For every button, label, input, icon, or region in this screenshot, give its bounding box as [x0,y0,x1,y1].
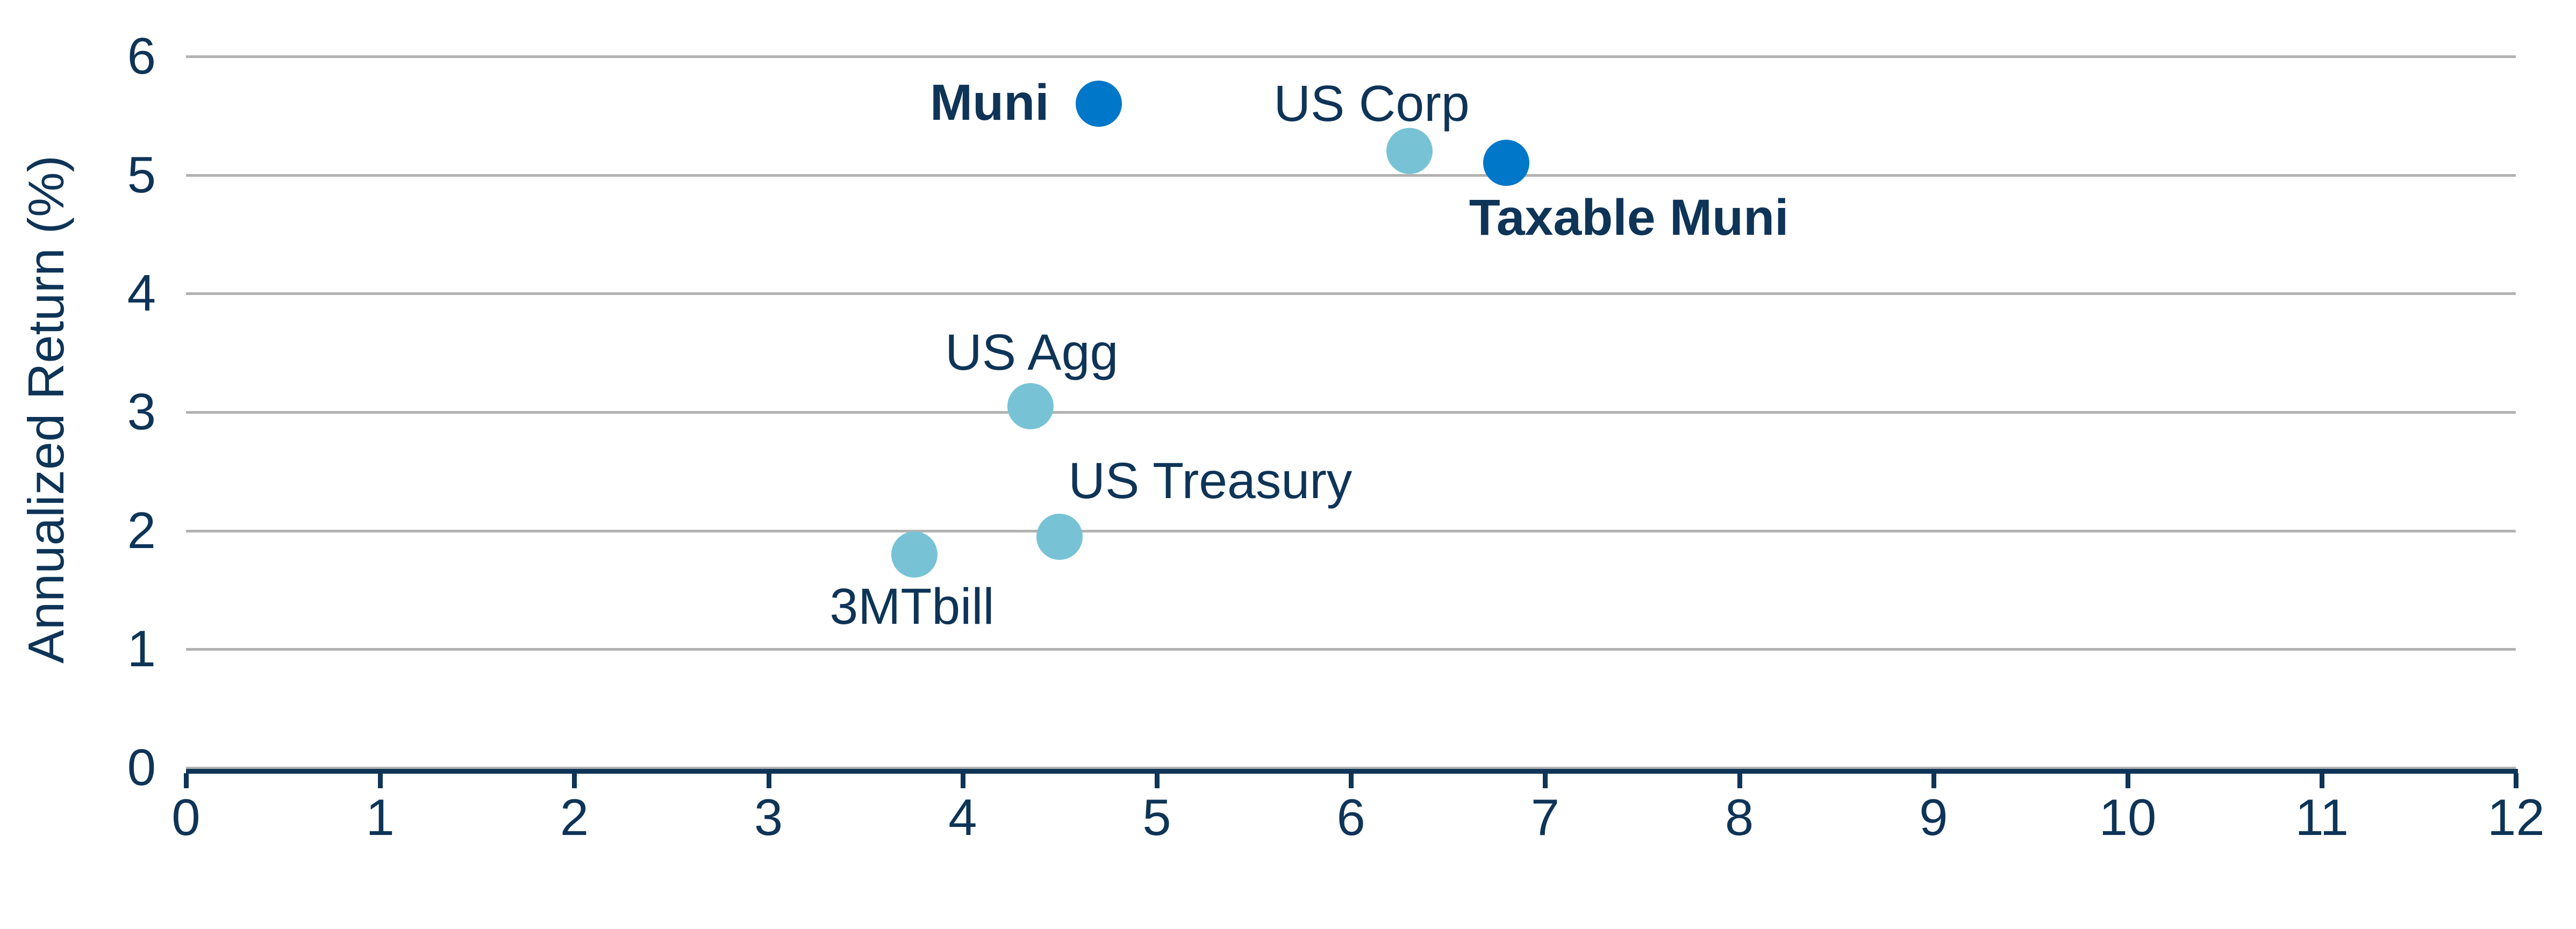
data-point-3mtbill [891,531,938,578]
point-label-us-agg: US Agg [945,323,1119,381]
x-tick-6 [1349,773,1354,788]
x-tick-label-8: 8 [1725,789,1754,846]
x-tick-label-7: 7 [1530,789,1560,846]
gridline-y-2 [186,529,2516,532]
data-point-us-treasury [1036,513,1083,560]
x-tick-label-1: 1 [366,789,395,846]
x-tick-4 [960,773,965,788]
y-axis-title: Annualized Return (%) [18,155,74,664]
y-tick-label-0: 0 [127,739,156,796]
x-tick-label-11: 11 [2295,789,2349,846]
x-tick-10 [2126,773,2130,788]
gridline-y-6 [186,55,2516,58]
y-tick-label-3: 3 [127,383,156,441]
point-label-us-corp: US Corp [1273,75,1470,133]
gridline-y-5 [186,174,2516,177]
x-tick-label-5: 5 [1142,789,1171,846]
x-tick-7 [1543,773,1548,788]
x-tick-label-9: 9 [1919,789,1948,846]
data-point-muni [1075,81,1122,127]
y-tick-label-2: 2 [127,501,156,559]
gridline-y-1 [186,648,2516,651]
x-tick-8 [1737,773,1742,788]
data-point-taxable-muni [1483,140,1530,186]
x-tick-3 [766,773,771,788]
point-label-3mtbill: 3MTbill [829,578,994,635]
point-label-taxable-muni: Taxable Muni [1469,189,1789,247]
gridline-y-4 [186,292,2516,296]
x-axis-line [186,769,2518,774]
data-point-us-corp [1386,128,1433,175]
x-tick-11 [2320,773,2325,788]
x-tick-label-12: 12 [2487,789,2545,846]
x-tick-label-6: 6 [1336,789,1365,846]
gridline-y-0 [186,767,2516,769]
data-point-us-agg [1007,383,1054,429]
point-label-us-treasury: US Treasury [1068,452,1353,509]
y-tick-label-4: 4 [127,264,156,322]
x-tick-label-4: 4 [948,789,977,846]
y-tick-label-5: 5 [127,146,156,204]
x-tick-12 [2514,773,2519,788]
x-tick-label-10: 10 [2099,789,2157,846]
x-tick-9 [1931,773,1936,788]
x-tick-2 [572,773,577,788]
x-tick-1 [378,773,383,788]
gridline-y-3 [186,411,2516,414]
y-tick-label-6: 6 [127,27,156,85]
x-tick-label-3: 3 [754,789,783,846]
x-tick-5 [1155,773,1160,788]
y-tick-label-1: 1 [127,620,156,678]
point-label-muni: Muni [930,74,1049,132]
x-tick-label-2: 2 [560,789,589,846]
x-tick-label-0: 0 [171,789,201,846]
x-tick-0 [184,773,189,788]
